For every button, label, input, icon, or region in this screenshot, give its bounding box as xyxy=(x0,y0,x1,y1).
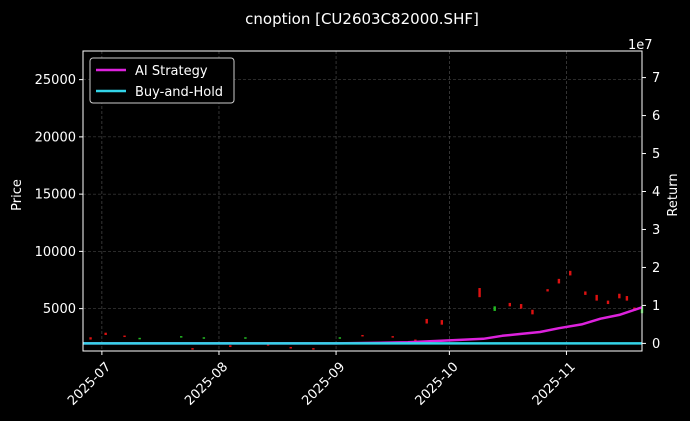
grid-lines xyxy=(83,51,642,351)
y-tick-label-right: 7 xyxy=(652,71,660,86)
price-candle xyxy=(440,320,444,325)
price-candle xyxy=(338,337,342,339)
price-candle xyxy=(191,348,194,350)
price-marks xyxy=(89,270,644,350)
price-candle xyxy=(266,344,270,346)
price-candle xyxy=(519,304,523,309)
chart-title: cnoption [CU2603C82000.SHF] xyxy=(245,10,479,28)
y-tick-label-left: 5000 xyxy=(43,302,76,317)
y-axis-ticks-left: 5000 10000 15000 20000 25000 xyxy=(35,73,83,317)
legend-label-buy-and-hold: Buy-and-Hold xyxy=(135,85,223,100)
x-axis-ticks: 2025-07 2025-08 2025-09 2025-10 2025-11 xyxy=(65,351,579,409)
y-tick-label-right: 5 xyxy=(652,147,660,162)
price-candle xyxy=(414,339,417,342)
y-tick-label-right: 1 xyxy=(652,299,660,314)
y-tick-label-left: 25000 xyxy=(35,73,76,88)
price-candle xyxy=(557,278,561,284)
price-candle xyxy=(546,289,549,292)
price-candle xyxy=(138,337,141,340)
plot-frame xyxy=(82,50,643,352)
price-candle xyxy=(229,345,232,347)
price-candle xyxy=(391,336,394,338)
x-tick-label: 2025-08 xyxy=(182,360,231,409)
y-tick-label-right: 2 xyxy=(652,261,660,276)
x-tick-label: 2025-11 xyxy=(530,360,579,409)
price-candle xyxy=(289,346,292,349)
price-candle xyxy=(425,318,428,324)
x-tick-label: 2025-10 xyxy=(413,360,462,409)
legend: AI Strategy Buy-and-Hold xyxy=(89,57,235,104)
y-tick-label-right: 0 xyxy=(652,337,660,352)
price-candle xyxy=(618,293,621,299)
price-candle xyxy=(123,335,126,338)
price-candle xyxy=(531,309,534,315)
y-axis-label-left: Price xyxy=(10,179,25,211)
y-tick-label-right: 6 xyxy=(652,109,660,124)
right-axis-multiplier: 1e7 xyxy=(628,38,653,53)
y-tick-label-left: 15000 xyxy=(35,188,76,203)
y-axis-ticks-right: 0 1 2 3 4 5 6 7 xyxy=(642,71,660,352)
price-candle xyxy=(508,302,512,307)
price-candle xyxy=(625,296,629,301)
price-candle xyxy=(89,337,92,340)
price-candle xyxy=(180,336,183,338)
price-candle xyxy=(312,348,315,350)
price-candle xyxy=(569,270,572,276)
price-candle xyxy=(606,300,610,305)
series-lines xyxy=(83,306,643,345)
x-tick-label: 2025-09 xyxy=(299,360,348,409)
y-axis-label-right: Return xyxy=(666,173,681,216)
price-candle xyxy=(478,288,481,298)
price-candle xyxy=(104,332,107,335)
price-candle xyxy=(361,334,364,337)
legend-label-ai-strategy: AI Strategy xyxy=(135,64,208,79)
y-tick-label-left: 10000 xyxy=(35,245,76,260)
price-candle xyxy=(493,306,496,311)
price-candle xyxy=(584,291,587,295)
series-line-ai-strategy xyxy=(83,306,643,345)
price-candle xyxy=(595,294,598,301)
y-tick-label-right: 4 xyxy=(652,185,660,200)
y-tick-label-left: 20000 xyxy=(35,130,76,145)
price-candle xyxy=(244,337,247,339)
price-candle xyxy=(202,337,206,339)
y-tick-label-right: 3 xyxy=(652,223,660,238)
x-tick-label: 2025-07 xyxy=(65,360,114,409)
